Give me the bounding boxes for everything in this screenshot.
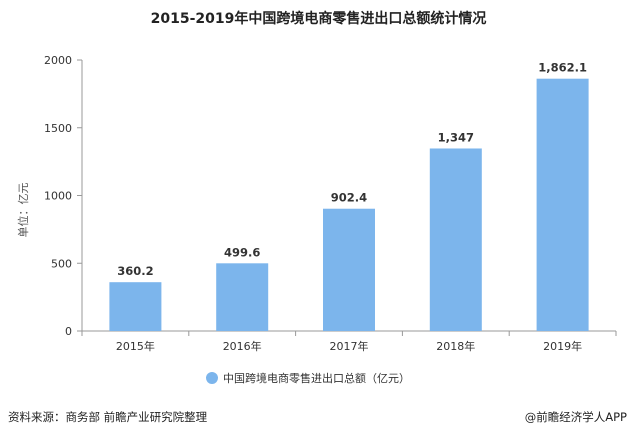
y-axis-label-group: 单位：亿元 <box>16 183 30 238</box>
x-tick-label: 2017年 <box>330 339 369 353</box>
x-axis-ticks: 2015年 2016年 2017年 2018年 2019年 <box>81 331 617 353</box>
legend: 中国跨境电商零售进出口总额（亿元） <box>206 371 410 385</box>
data-label: 499.6 <box>224 245 260 259</box>
y-axis-label: 单位：亿元 <box>16 183 30 238</box>
data-label: 902.4 <box>331 191 367 205</box>
credit-note: @前瞻经济学人APP <box>524 410 627 424</box>
y-tick-label: 0 <box>65 325 72 338</box>
bar <box>536 78 589 331</box>
x-tick-label: 2018年 <box>436 339 475 353</box>
y-tick-label: 1000 <box>44 190 72 203</box>
y-axis-ticks: 0 500 1000 1500 2000 <box>44 54 83 338</box>
bar <box>109 282 162 331</box>
x-tick-label: 2019年 <box>543 339 582 353</box>
legend-label: 中国跨境电商零售进出口总额（亿元） <box>223 371 410 385</box>
data-label: 1,862.1 <box>538 61 587 75</box>
bar <box>429 148 482 331</box>
source-note: 资料来源：商务部 前瞻产业研究院整理 <box>8 410 208 424</box>
bar <box>323 208 375 331</box>
y-tick-label: 1500 <box>44 122 72 135</box>
y-tick-label: 2000 <box>44 54 72 67</box>
data-label: 1,347 <box>438 130 474 144</box>
bars: 360.2 499.6 902.4 1,347 1,862.1 <box>109 61 589 331</box>
y-tick-label: 500 <box>51 257 72 270</box>
bar <box>216 263 269 331</box>
chart-title: 2015-2019年中国跨境电商零售进出口总额统计情况 <box>150 11 487 27</box>
legend-swatch <box>206 372 218 384</box>
x-tick-label: 2015年 <box>116 339 155 353</box>
data-label: 360.2 <box>117 264 153 278</box>
x-tick-label: 2016年 <box>223 339 262 353</box>
